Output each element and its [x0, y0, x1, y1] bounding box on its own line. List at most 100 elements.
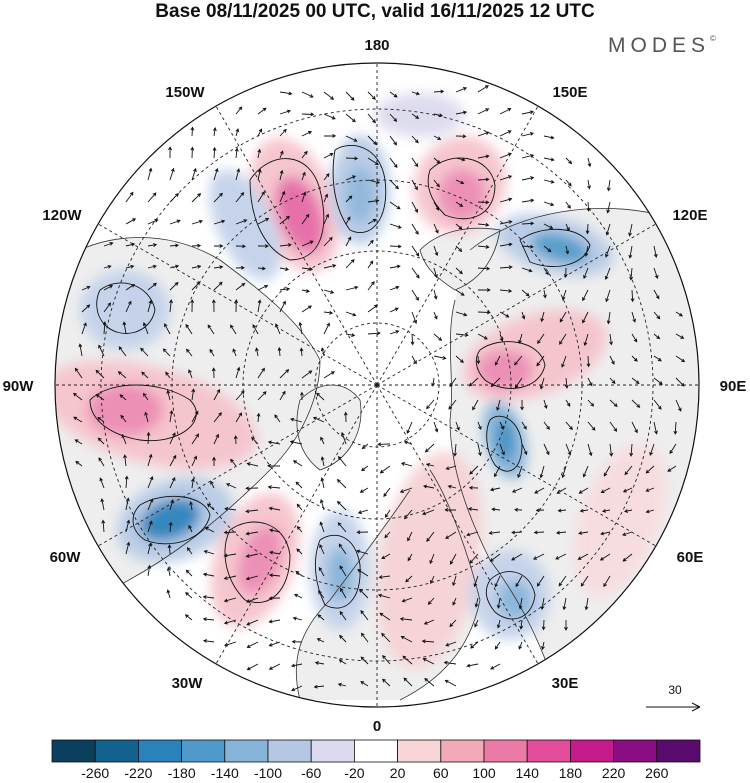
- colorbar-swatch: [267, 739, 312, 763]
- wind-arrow: [338, 543, 347, 555]
- wind-arrow: [426, 531, 435, 542]
- wind-arrow: [433, 201, 440, 211]
- wind-arrow: [125, 191, 134, 203]
- wind-arrow: [496, 619, 501, 629]
- wind-arrow: [470, 641, 479, 649]
- colorbar-swatch: [613, 739, 658, 763]
- wind-arrow: [367, 218, 377, 225]
- wind-arrow: [631, 333, 638, 343]
- wind-arrow: [191, 243, 202, 248]
- wind-arrow: [246, 462, 259, 467]
- colorbar-swatch: [94, 739, 139, 763]
- wind-arrow: [389, 285, 400, 291]
- wind-arrow: [212, 127, 217, 137]
- wind-arrow: [74, 367, 83, 379]
- wind-arrow: [455, 267, 463, 275]
- wind-arrow: [411, 135, 419, 144]
- wind-arrow: [555, 553, 567, 560]
- wind-arrow: [367, 113, 376, 124]
- colorbar-tick-label: 260: [645, 765, 669, 781]
- wind-arrow: [147, 564, 152, 577]
- wind-arrow: [653, 267, 659, 279]
- wind-arrow: [141, 371, 149, 379]
- wind-arrow: [518, 597, 523, 610]
- wind-arrow: [336, 478, 347, 489]
- meridians: [55, 63, 699, 707]
- meridian-line: [376, 384, 548, 680]
- wind-arrow: [235, 366, 241, 379]
- colorbar-swatch: [570, 739, 615, 763]
- wind-arrow: [169, 476, 176, 489]
- wind-arrow: [473, 575, 479, 588]
- wind-arrow: [445, 641, 457, 647]
- wind-arrow: [367, 281, 375, 291]
- wind-arrow: [455, 333, 469, 337]
- wind-arrow: [300, 391, 304, 401]
- colorbar-tick-label: -20: [344, 765, 364, 781]
- wind-arrow: [556, 487, 567, 494]
- wind-arrow: [323, 236, 333, 247]
- wind-arrow: [411, 289, 419, 301]
- wind-arrow: [121, 433, 127, 445]
- wind-arrow: [268, 663, 281, 670]
- colorbar-tick-label: 20: [390, 765, 406, 781]
- wind-arrow: [403, 509, 413, 520]
- wind-arrow: [245, 531, 259, 536]
- wind-arrow: [235, 191, 245, 203]
- wind-arrow: [455, 245, 463, 253]
- wind-arrow: [279, 91, 293, 96]
- wind-arrow: [499, 220, 513, 225]
- anomaly-blob: [345, 167, 375, 223]
- wind-arrow: [72, 392, 83, 401]
- wind-arrow: [518, 641, 523, 650]
- anomaly-blob: [438, 169, 486, 221]
- wind-arrow: [190, 146, 195, 159]
- wind-arrow: [213, 412, 222, 423]
- wind-arrow: [301, 213, 310, 225]
- wind-arrow: [653, 311, 661, 320]
- wind-arrow: [337, 522, 347, 533]
- wind-arrow: [477, 443, 482, 457]
- wind-arrow: [582, 465, 589, 478]
- wind-arrow: [433, 135, 442, 140]
- wind-arrow: [125, 283, 136, 291]
- wind-arrow: [489, 553, 501, 562]
- wind-arrow: [147, 299, 153, 313]
- wind-arrow: [382, 654, 391, 665]
- wind-arrow: [301, 305, 312, 313]
- wind-arrow: [521, 131, 534, 137]
- wind-arrow: [367, 135, 377, 146]
- wind-arrow: [403, 677, 413, 687]
- wind-arrow: [543, 421, 550, 430]
- wind-arrow: [426, 399, 435, 410]
- wind-arrow: [377, 442, 391, 447]
- wind-arrow: [540, 311, 545, 323]
- wind-arrow: [100, 498, 105, 511]
- wind-arrow: [519, 619, 524, 630]
- wind-arrow: [147, 520, 153, 533]
- wind-arrow: [579, 508, 589, 513]
- wind-arrow: [184, 614, 193, 621]
- wind-arrow: [455, 289, 465, 296]
- wind-arrow: [667, 465, 677, 472]
- lon-label-60w: 60W: [50, 549, 82, 566]
- contour-line: [89, 384, 197, 442]
- wind-arrow: [124, 475, 129, 489]
- wind-arrow: [298, 321, 303, 335]
- wind-arrow: [455, 311, 468, 317]
- wind-arrow: [521, 421, 527, 430]
- wind-arrow: [213, 219, 226, 225]
- wind-arrow: [411, 201, 418, 213]
- wind-arrow: [213, 192, 223, 203]
- wind-arrow: [279, 369, 290, 379]
- wind-arrow: [323, 152, 334, 159]
- colorbar-tick-label: 100: [472, 765, 496, 781]
- wind-arrow: [341, 431, 347, 445]
- contour-line: [224, 521, 291, 603]
- meridian-line: [376, 214, 672, 386]
- wind-arrow: [389, 307, 399, 313]
- wind-arrow: [455, 223, 463, 230]
- map-border: [54, 62, 700, 708]
- wind-arrow: [378, 575, 391, 579]
- anomaly-blob: [377, 451, 483, 669]
